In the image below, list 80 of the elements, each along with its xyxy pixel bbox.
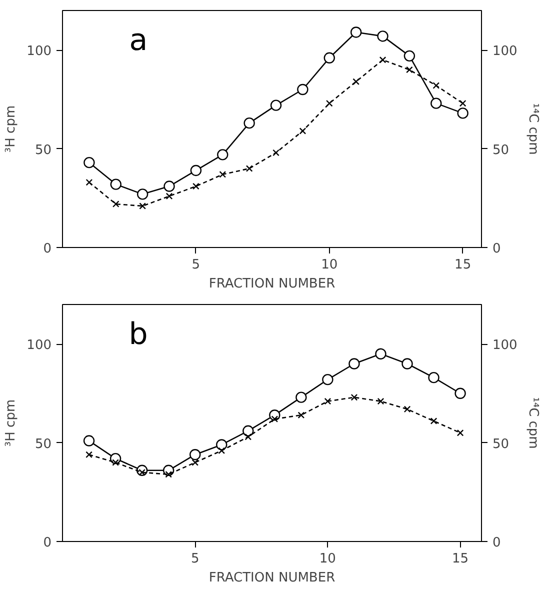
point — [190, 164, 202, 176]
y-tick-label: 50 — [34, 436, 52, 452]
point — [297, 84, 308, 96]
y2-tick-label: 100 — [492, 44, 518, 59]
y-tick-label: 100 — [26, 44, 52, 59]
point — [246, 165, 253, 172]
point — [192, 182, 200, 190]
y-tick-label: 0 — [43, 536, 52, 550]
point — [432, 82, 440, 89]
point — [377, 30, 388, 42]
x-axis-title: FRACTION NUMBER — [208, 276, 336, 292]
point — [272, 149, 280, 156]
y2-tick-label: 0 — [492, 242, 501, 256]
point — [375, 348, 386, 360]
point — [298, 412, 305, 419]
point — [189, 449, 201, 460]
point — [377, 398, 384, 405]
point — [86, 178, 93, 186]
point — [326, 100, 333, 107]
point — [430, 418, 438, 424]
y-tick-label: 0 — [43, 242, 52, 256]
point — [110, 178, 122, 190]
point — [84, 156, 95, 168]
chart-title: a — [129, 22, 148, 58]
point — [83, 435, 95, 446]
point — [112, 459, 119, 466]
point — [270, 100, 282, 111]
y2-tick-label: 0 — [492, 536, 501, 550]
point — [350, 394, 358, 401]
point — [459, 100, 466, 107]
y2-axis-title: ¹⁴C cpm — [525, 103, 540, 155]
point — [244, 433, 252, 440]
y-tick-label: 100 — [26, 338, 52, 353]
x-tick-label: 5 — [190, 552, 200, 566]
point — [404, 50, 416, 62]
point — [164, 180, 175, 192]
point — [457, 108, 468, 119]
point — [456, 429, 464, 436]
point — [428, 372, 440, 384]
point — [348, 358, 360, 370]
point — [352, 78, 360, 86]
point — [165, 470, 172, 478]
point — [139, 202, 146, 210]
y2-axis-title: ¹⁴C cpm — [525, 397, 540, 449]
point — [217, 149, 228, 160]
x-tick-label: 15 — [454, 258, 472, 272]
x-tick-label: 10 — [319, 552, 336, 566]
point — [350, 26, 362, 38]
x-axis-title: FRACTION NUMBER — [208, 570, 336, 586]
point — [379, 56, 386, 64]
point — [324, 398, 332, 405]
point — [218, 447, 226, 454]
point — [216, 439, 228, 450]
y-axis-title: ³H cpm — [4, 399, 19, 447]
point — [244, 117, 255, 129]
x-tick-label: 15 — [452, 552, 469, 566]
x-tick-label: 10 — [321, 258, 338, 272]
x-tick-label: 5 — [192, 258, 200, 272]
point — [219, 170, 226, 178]
y2-tick-label: 50 — [492, 436, 510, 452]
y2-tick-label: 100 — [492, 338, 518, 353]
point — [454, 388, 466, 399]
point — [402, 358, 413, 370]
point — [324, 52, 335, 64]
point — [296, 392, 307, 403]
point — [136, 188, 148, 200]
y-axis-title: ³H cpm — [4, 105, 19, 153]
point — [166, 192, 173, 200]
point — [404, 406, 411, 413]
point — [192, 459, 199, 466]
point — [242, 425, 254, 436]
point — [86, 451, 92, 458]
y-tick-label: 50 — [34, 142, 52, 158]
point — [112, 200, 120, 208]
point — [299, 128, 306, 134]
point — [430, 98, 442, 109]
point — [322, 374, 334, 386]
chart-title: b — [128, 316, 148, 352]
y2-tick-label: 50 — [492, 142, 510, 158]
point — [406, 66, 413, 74]
